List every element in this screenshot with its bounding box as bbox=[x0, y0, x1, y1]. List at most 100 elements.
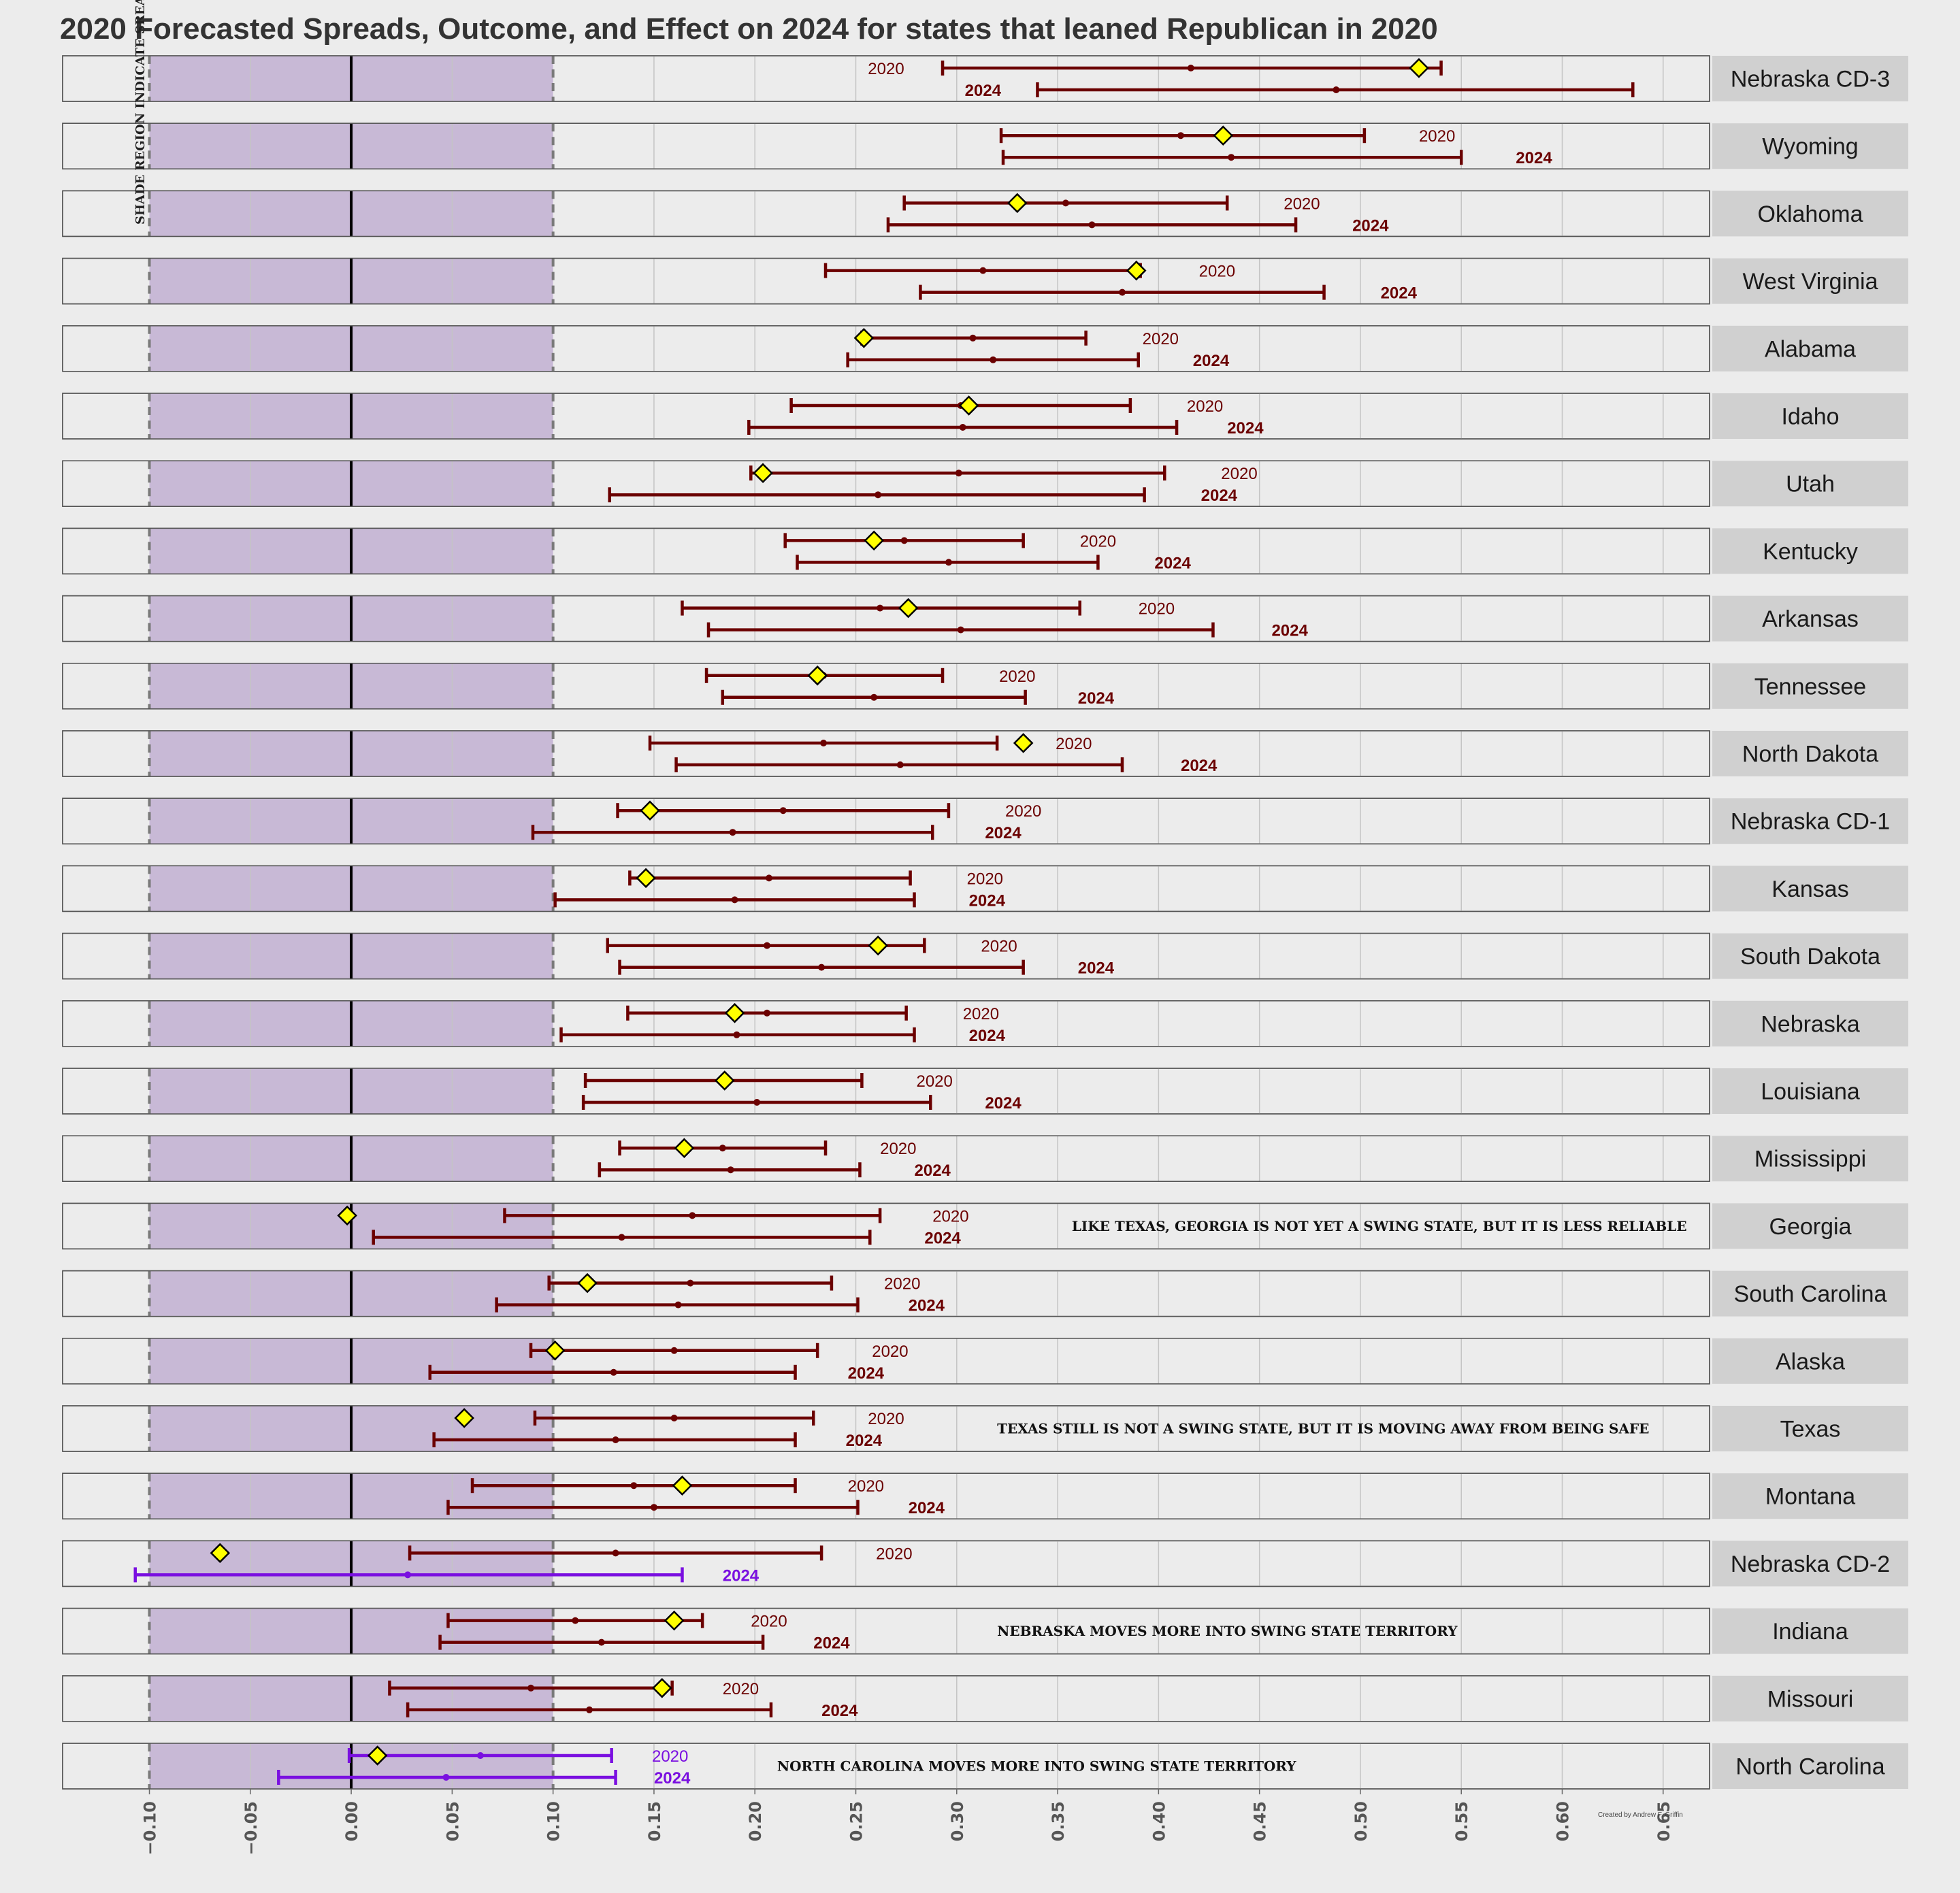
state-label-box bbox=[1712, 1000, 1908, 1047]
state-label: Wyoming bbox=[1762, 134, 1858, 160]
forecast-point bbox=[1333, 86, 1340, 93]
label-2024: 2024 bbox=[848, 1364, 885, 1383]
outcome-marker bbox=[367, 1745, 388, 1766]
outcome-marker bbox=[577, 1272, 598, 1294]
state-label-box bbox=[1712, 663, 1908, 709]
state-row: Wyoming 2020 2024 bbox=[62, 122, 1908, 169]
annotation: LIKE TEXAS, GEORGIA IS NOT YET A SWING S… bbox=[1072, 1218, 1687, 1234]
outcome-marker bbox=[664, 1610, 685, 1631]
forecast-point bbox=[900, 537, 908, 544]
x-tick-label: 0.40 bbox=[1149, 1801, 1169, 1841]
state-label: Nebraska CD-2 bbox=[1731, 1551, 1890, 1577]
x-tick-label: 0.30 bbox=[948, 1801, 967, 1841]
x-tick-label: −0.05 bbox=[242, 1801, 261, 1855]
label-2024: 2024 bbox=[723, 1566, 760, 1585]
forecast-point bbox=[650, 1504, 657, 1511]
forecast-point bbox=[990, 356, 997, 363]
forecast-point bbox=[442, 1774, 450, 1781]
forecast-point bbox=[610, 1368, 617, 1376]
forecast-point bbox=[765, 874, 772, 882]
state-label-box bbox=[1712, 933, 1908, 979]
forecast-point bbox=[612, 1549, 619, 1557]
outcome-marker bbox=[454, 1408, 474, 1428]
label-2020: 2020 bbox=[1143, 330, 1179, 348]
state-row: Alaska 2020 2024 bbox=[62, 1338, 1908, 1385]
forecast-point bbox=[764, 1009, 771, 1017]
label-2020: 2020 bbox=[916, 1072, 952, 1091]
outcome-marker bbox=[864, 530, 884, 551]
outcome-marker bbox=[807, 665, 828, 686]
label-2020: 2020 bbox=[999, 668, 1035, 686]
forecast-point bbox=[1187, 65, 1194, 71]
outcome-marker bbox=[753, 463, 773, 483]
outcome-marker bbox=[853, 328, 875, 348]
outcome-marker bbox=[672, 1475, 693, 1496]
label-2020: 2020 bbox=[1056, 735, 1092, 753]
forecast-point bbox=[612, 1436, 619, 1443]
panel-border bbox=[62, 932, 1710, 980]
state-label-box bbox=[1712, 1068, 1908, 1114]
label-2020: 2020 bbox=[868, 1410, 904, 1428]
forecast-point bbox=[764, 942, 771, 949]
forecast-point bbox=[957, 626, 964, 633]
label-2024: 2024 bbox=[909, 1297, 945, 1315]
forecast-point bbox=[1118, 289, 1126, 296]
panel-border bbox=[62, 1472, 1710, 1519]
forecast-point bbox=[687, 1279, 694, 1287]
label-2024: 2024 bbox=[821, 1702, 858, 1720]
label-2020: 2020 bbox=[1187, 397, 1223, 416]
state-row: Alabama 2020 2024 bbox=[62, 325, 1908, 372]
forecast-point bbox=[753, 1099, 761, 1106]
label-2024: 2024 bbox=[1352, 216, 1389, 235]
state-row: Arkansas 2020 2024 bbox=[62, 595, 1908, 642]
label-2020: 2020 bbox=[1080, 532, 1116, 550]
x-tick-label: −0.10 bbox=[141, 1801, 160, 1855]
x-tick-label: 0.20 bbox=[746, 1801, 765, 1841]
state-label: Arkansas bbox=[1762, 606, 1859, 632]
shade-region-note: SHADE REGION INDICATE SREAD +/- 10% bbox=[133, 0, 148, 225]
forecast-point bbox=[527, 1684, 535, 1692]
forecast-point bbox=[818, 964, 826, 971]
forecast-point bbox=[674, 1301, 682, 1308]
state-label-box bbox=[1712, 1608, 1908, 1654]
forecast-point bbox=[959, 424, 966, 431]
state-label: Indiana bbox=[1772, 1619, 1848, 1645]
state-label-box bbox=[1712, 528, 1908, 574]
label-2020: 2020 bbox=[751, 1613, 787, 1631]
label-2024: 2024 bbox=[1381, 284, 1418, 303]
state-row: Montana 2020 2024 bbox=[62, 1472, 1908, 1519]
state-row: Utah 2020 2024 bbox=[62, 460, 1908, 507]
panel-border bbox=[62, 460, 1710, 507]
outcome-marker bbox=[674, 1138, 695, 1158]
x-tick-label: 0.15 bbox=[645, 1801, 664, 1841]
state-label: Montana bbox=[1765, 1484, 1855, 1510]
outcome-marker bbox=[958, 395, 979, 416]
chart-title: 2020 Forecasted Spreads, Outcome, and Ef… bbox=[60, 12, 1438, 46]
label-2020: 2020 bbox=[932, 1207, 968, 1225]
outcome-marker bbox=[868, 935, 888, 956]
x-tick-label: 0.60 bbox=[1554, 1801, 1573, 1841]
annotation: NEBRASKA MOVES MORE INTO SWING STATE TER… bbox=[997, 1623, 1458, 1639]
outcome-marker bbox=[1213, 125, 1234, 146]
label-2020: 2020 bbox=[723, 1680, 759, 1698]
label-2024: 2024 bbox=[969, 891, 1006, 910]
state-label: Nebraska bbox=[1761, 1011, 1860, 1037]
state-label: Kentucky bbox=[1763, 539, 1858, 565]
forecast-point bbox=[969, 334, 977, 342]
state-label-box bbox=[1712, 866, 1908, 912]
panel-border bbox=[62, 663, 1710, 710]
label-2020: 2020 bbox=[880, 1140, 916, 1158]
state-label: Missouri bbox=[1767, 1686, 1854, 1712]
panel-border bbox=[62, 1068, 1710, 1115]
annotation: TEXAS STILL IS NOT A SWING STATE, BUT IT… bbox=[997, 1421, 1649, 1437]
state-row: Nebraska CD-3 2020 2024 bbox=[62, 55, 1908, 102]
panel-border bbox=[62, 1743, 1710, 1790]
label-2024: 2024 bbox=[846, 1432, 883, 1450]
label-2024: 2024 bbox=[985, 1094, 1022, 1113]
label-2024: 2024 bbox=[1271, 622, 1308, 640]
state-label-box bbox=[1712, 731, 1908, 776]
forecast-point bbox=[476, 1752, 484, 1759]
outcome-marker bbox=[898, 597, 919, 619]
label-2024: 2024 bbox=[969, 1027, 1006, 1045]
panel-border bbox=[62, 527, 1710, 575]
